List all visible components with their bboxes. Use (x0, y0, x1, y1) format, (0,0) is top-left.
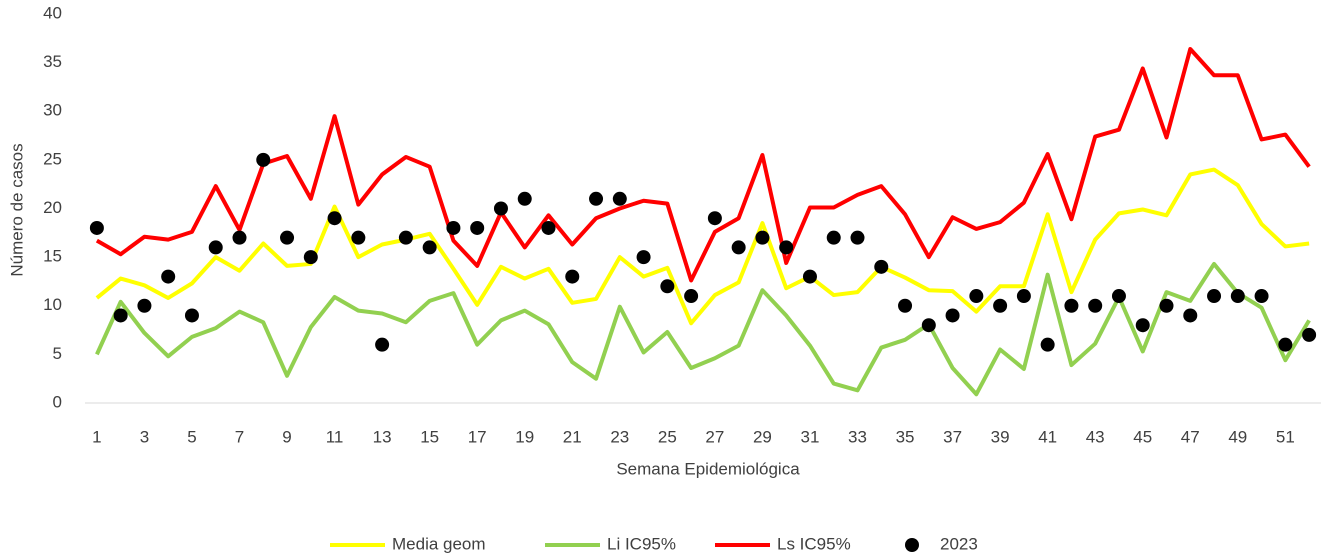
x-tick-label: 39 (991, 427, 1010, 446)
y-axis-title: Número de casos (7, 143, 26, 276)
data-point (137, 298, 152, 313)
data-point (993, 298, 1008, 313)
data-point (113, 308, 128, 323)
data-point (1207, 289, 1222, 304)
y-tick-label: 40 (43, 3, 62, 22)
data-point (1278, 337, 1293, 352)
data-point (636, 250, 651, 265)
x-tick-label: 1 (92, 427, 101, 446)
y-tick-label: 35 (43, 52, 62, 71)
x-tick-label: 45 (1133, 427, 1152, 446)
data-point (470, 220, 485, 235)
x-tick-label: 47 (1181, 427, 1200, 446)
data-point (612, 191, 627, 206)
y-tick-label: 20 (43, 198, 62, 217)
data-point (517, 191, 532, 206)
x-tick-label: 5 (187, 427, 196, 446)
legend-label: Ls IC95% (777, 534, 851, 553)
data-point (184, 308, 199, 323)
x-tick-label: 15 (420, 427, 439, 446)
data-point (1064, 298, 1079, 313)
data-point (541, 220, 556, 235)
data-point (660, 279, 675, 294)
data-point (161, 269, 176, 284)
data-point (589, 191, 604, 206)
x-tick-label: 41 (1038, 427, 1057, 446)
x-tick-label: 9 (282, 427, 291, 446)
data-point (802, 269, 817, 284)
x-tick-label: 3 (140, 427, 149, 446)
data-point (398, 230, 413, 245)
data-point (969, 289, 984, 304)
data-point (1135, 318, 1150, 333)
data-point (493, 201, 508, 216)
data-point (327, 211, 342, 226)
data-point (565, 269, 580, 284)
y-tick-label: 0 (53, 392, 62, 411)
data-point (779, 240, 794, 255)
data-point (208, 240, 223, 255)
data-point (422, 240, 437, 255)
data-point (256, 152, 271, 167)
data-point (755, 230, 770, 245)
data-point (874, 259, 889, 274)
y-tick-label: 10 (43, 295, 62, 314)
series-line (95, 47, 1311, 283)
data-point (945, 308, 960, 323)
data-point (850, 230, 865, 245)
legend-label: Li IC95% (607, 534, 676, 553)
x-tick-label: 25 (658, 427, 677, 446)
x-tick-label: 21 (563, 427, 582, 446)
x-tick-label: 7 (235, 427, 244, 446)
data-point (1159, 298, 1174, 313)
data-point (351, 230, 366, 245)
data-point (1111, 289, 1126, 304)
x-tick-label: 27 (705, 427, 724, 446)
x-tick-label: 13 (373, 427, 392, 446)
x-tick-label: 11 (326, 427, 344, 446)
data-point (1088, 298, 1103, 313)
x-tick-label: 17 (468, 427, 487, 446)
data-point (1302, 327, 1317, 342)
data-point (731, 240, 746, 255)
x-tick-label: 19 (515, 427, 534, 446)
data-point (826, 230, 841, 245)
data-point (280, 230, 295, 245)
x-axis-title: Semana Epidemiológica (616, 459, 800, 478)
legend-marker (905, 538, 919, 552)
x-tick-label: 31 (801, 427, 820, 446)
data-point (898, 298, 913, 313)
x-tick-label: 49 (1228, 427, 1247, 446)
x-tick-label: 35 (896, 427, 915, 446)
data-point (375, 337, 390, 352)
data-point (303, 250, 318, 265)
x-tick-label: 33 (848, 427, 867, 446)
data-point (1016, 289, 1031, 304)
legend-label: Media geom (392, 534, 486, 553)
x-tick-label: 43 (1086, 427, 1105, 446)
y-tick-label: 25 (43, 149, 62, 168)
data-point (89, 220, 104, 235)
data-point (446, 220, 461, 235)
data-point (1183, 308, 1198, 323)
x-tick-label: 23 (610, 427, 629, 446)
x-tick-label: 29 (753, 427, 772, 446)
x-tick-label: 51 (1276, 427, 1295, 446)
data-point (1254, 289, 1269, 304)
data-point (232, 230, 247, 245)
y-tick-label: 15 (43, 247, 62, 266)
data-point (684, 289, 699, 304)
y-tick-label: 30 (43, 101, 62, 120)
data-point (921, 318, 936, 333)
series-line (95, 167, 1310, 326)
data-point (1040, 337, 1055, 352)
legend-label: 2023 (940, 534, 978, 553)
series-line (95, 261, 1311, 397)
data-point (707, 211, 722, 226)
y-tick-label: 5 (53, 344, 62, 363)
data-point (1230, 289, 1245, 304)
x-tick-label: 37 (943, 427, 962, 446)
